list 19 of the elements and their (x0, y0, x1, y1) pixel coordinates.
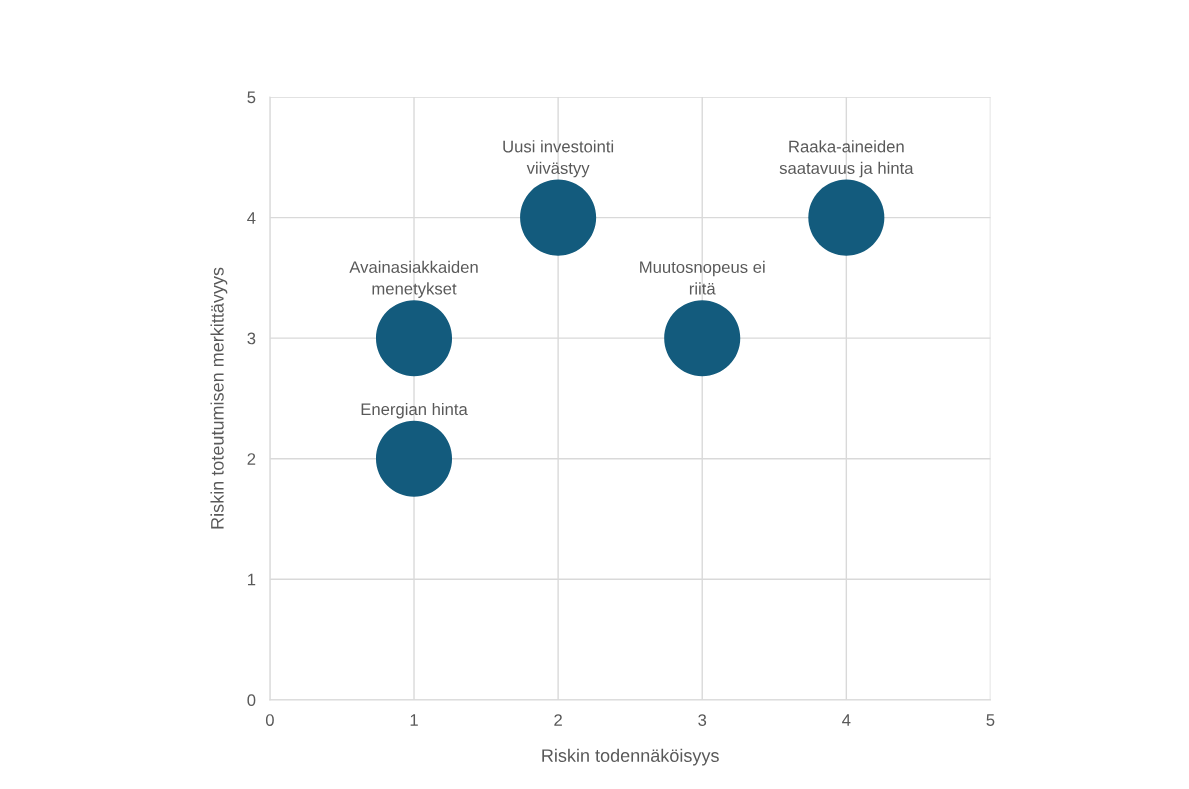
annotation: Raaka-aineiden saatavuus ja hinta (779, 140, 914, 178)
y-tick-label: 0 (247, 694, 256, 707)
annotation: Energian hinta (361, 402, 468, 419)
y-tick-label: 3 (247, 332, 256, 345)
y-tick-label: 4 (247, 212, 256, 224)
x-tick-label: 4 (842, 714, 851, 726)
annotation: Uusi investointi viivästyy (503, 140, 614, 178)
y-tick-label: 1 (248, 573, 256, 586)
annotation: Avainasiakkaiden menetykset (349, 260, 478, 298)
x-tick-label: 3 (698, 714, 707, 726)
y-axis-title: Riskin toteutumisen merkittävyys (210, 267, 228, 529)
x-tick-label: 1 (410, 714, 418, 726)
x-axis-title: Riskin todennäköisyys (542, 748, 719, 766)
y-tick-label: 2 (247, 453, 256, 465)
x-tick-label: 2 (554, 714, 562, 726)
y-tick-label: 5 (247, 91, 256, 104)
annotation: Muutosnopeus ei riitä (640, 260, 765, 295)
x-tick-label: 0 (265, 714, 274, 726)
x-tick-label: 5 (986, 714, 995, 726)
